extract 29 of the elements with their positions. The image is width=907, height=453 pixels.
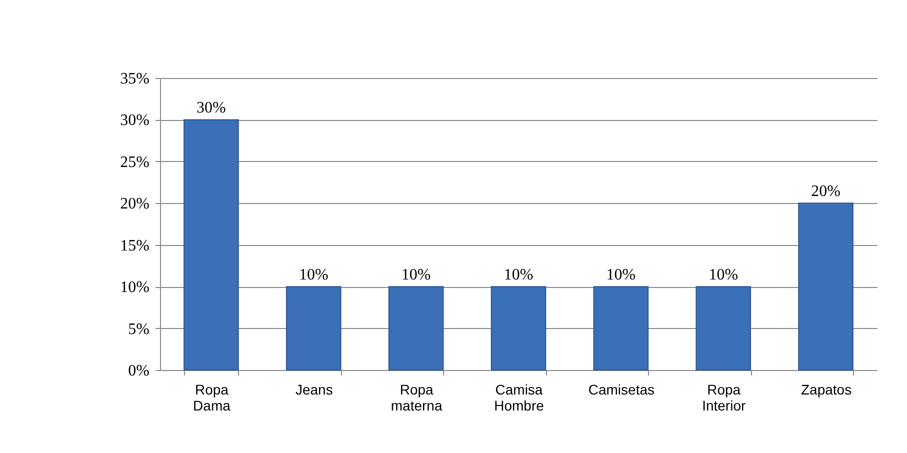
x-tick-label: Ropa Dama [193,382,231,414]
bar [184,119,239,370]
y-tick-label: 10% [120,279,150,296]
data-label: 10% [298,266,328,284]
y-tick-label: 35% [120,70,150,88]
y-tick-label: 25% [120,154,150,171]
bar [388,286,444,370]
bar [798,202,854,370]
data-label: 10% [708,266,738,284]
y-tick-label: 20% [120,196,150,213]
x-tick-label: Camisetas [588,382,654,398]
x-tick-label: Jeans [295,382,333,398]
bar [593,286,649,370]
x-tick-label: Zapatos [800,382,852,398]
data-label: 20% [811,183,840,200]
bar [286,286,342,370]
y-tick-label: 5% [128,320,150,338]
data-label: 10% [504,266,534,284]
x-tick-label: Camisa Hombre [494,382,544,414]
data-label: 10% [401,266,431,284]
x-tick-label: Ropa materna [390,382,442,414]
bar [490,286,546,370]
y-tick-label: 15% [120,237,150,254]
data-label: 10% [606,266,636,284]
data-label: 30% [196,100,226,117]
y-tick-label: 0% [128,362,150,380]
y-tick-label: 30% [120,112,150,130]
bar [696,286,751,370]
x-tick-label: Ropa Interior [702,382,746,414]
